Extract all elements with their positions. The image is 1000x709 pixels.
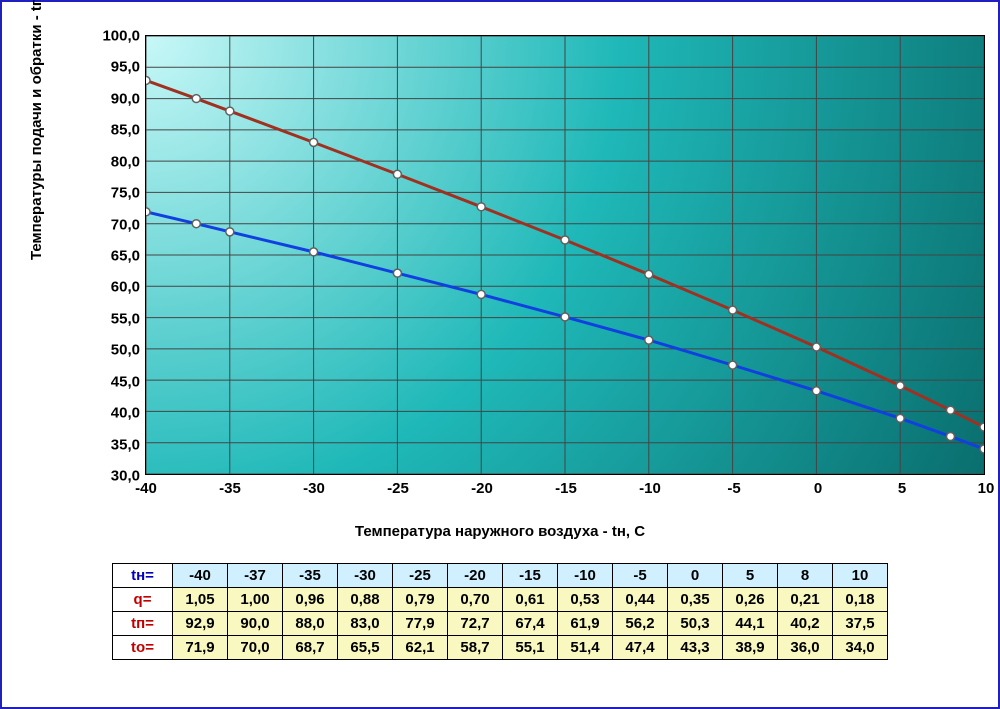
table-cell: 92,9 [173, 612, 228, 636]
table-cell: 38,9 [723, 636, 778, 660]
y-axis-label: Температуры подачи и обратки - tп и tо, … [28, 0, 45, 260]
table-cell: 72,7 [448, 612, 503, 636]
table-cell: 62,1 [393, 636, 448, 660]
table-cell: 10 [833, 564, 888, 588]
table-cell: 83,0 [338, 612, 393, 636]
table-cell: 43,3 [668, 636, 723, 660]
data-table: tн=-40-37-35-30-25-20-15-10-505810q=1,05… [112, 563, 888, 660]
grid [146, 36, 984, 474]
table-cell: -5 [613, 564, 668, 588]
x-tick: -15 [555, 480, 577, 497]
y-tick: 95,0 [111, 59, 140, 76]
y-tick: 100,0 [102, 28, 140, 45]
table-cell: 0,53 [558, 588, 613, 612]
table-cell: 58,7 [448, 636, 503, 660]
table-cell: -20 [448, 564, 503, 588]
table-cell: -15 [503, 564, 558, 588]
table-cell: 50,3 [668, 612, 723, 636]
table-cell: 71,9 [173, 636, 228, 660]
y-tick: 65,0 [111, 248, 140, 265]
x-tick: -25 [387, 480, 409, 497]
table-cell: 36,0 [778, 636, 833, 660]
row-label: tн= [113, 564, 173, 588]
table-cell: 0,88 [338, 588, 393, 612]
row-label: tп= [113, 612, 173, 636]
table-cell: 67,4 [503, 612, 558, 636]
table-cell: 56,2 [613, 612, 668, 636]
plot-box: 30,035,040,045,050,055,060,065,070,075,0… [145, 35, 985, 475]
table-cell: 90,0 [228, 612, 283, 636]
x-tick: 5 [898, 480, 906, 497]
x-tick: -20 [471, 480, 493, 497]
table-row: tо=71,970,068,765,562,158,755,151,447,44… [113, 636, 888, 660]
table-row: q=1,051,000,960,880,790,700,610,530,440,… [113, 588, 888, 612]
y-tick: 45,0 [111, 373, 140, 390]
table-cell: 0,96 [283, 588, 338, 612]
table-cell: 0,35 [668, 588, 723, 612]
table-cell: 0,21 [778, 588, 833, 612]
y-tick: 85,0 [111, 122, 140, 139]
table-cell: 0 [668, 564, 723, 588]
y-tick: 70,0 [111, 216, 140, 233]
table-cell: 1,00 [228, 588, 283, 612]
x-tick: -40 [135, 480, 157, 497]
chart-area: Температуры подачи и обратки - tп и tо, … [10, 10, 990, 555]
y-tick: 90,0 [111, 90, 140, 107]
figure-container: Температуры подачи и обратки - tп и tо, … [0, 0, 1000, 709]
table-cell: 0,18 [833, 588, 888, 612]
table-cell: -25 [393, 564, 448, 588]
y-tick: 40,0 [111, 405, 140, 422]
table-cell: 55,1 [503, 636, 558, 660]
x-tick: 10 [978, 480, 995, 497]
table-cell: -37 [228, 564, 283, 588]
y-tick: 60,0 [111, 279, 140, 296]
table-row: tп=92,990,088,083,077,972,767,461,956,25… [113, 612, 888, 636]
table-cell: -10 [558, 564, 613, 588]
y-tick: 75,0 [111, 185, 140, 202]
table-cell: 5 [723, 564, 778, 588]
x-tick: -5 [727, 480, 740, 497]
table-cell: 70,0 [228, 636, 283, 660]
table-cell: 0,44 [613, 588, 668, 612]
y-tick: 55,0 [111, 310, 140, 327]
table-cell: 0,26 [723, 588, 778, 612]
row-label: q= [113, 588, 173, 612]
table-cell: 44,1 [723, 612, 778, 636]
table-cell: 0,61 [503, 588, 558, 612]
table-cell: 47,4 [613, 636, 668, 660]
table-cell: 68,7 [283, 636, 338, 660]
row-label: tо= [113, 636, 173, 660]
table-cell: 0,79 [393, 588, 448, 612]
plot-svg [146, 36, 984, 474]
x-axis-label: Температура наружного воздуха - tн, С [355, 523, 645, 540]
table-row: tн=-40-37-35-30-25-20-15-10-505810 [113, 564, 888, 588]
table-cell: 34,0 [833, 636, 888, 660]
table-cell: -35 [283, 564, 338, 588]
table-cell: 61,9 [558, 612, 613, 636]
x-tick: 0 [814, 480, 822, 497]
table-cell: -30 [338, 564, 393, 588]
table-cell: 8 [778, 564, 833, 588]
table-cell: -40 [173, 564, 228, 588]
x-tick: -35 [219, 480, 241, 497]
y-tick: 80,0 [111, 153, 140, 170]
x-tick: -30 [303, 480, 325, 497]
table-cell: 1,05 [173, 588, 228, 612]
table-cell: 37,5 [833, 612, 888, 636]
y-tick: 35,0 [111, 436, 140, 453]
table-cell: 51,4 [558, 636, 613, 660]
table-cell: 77,9 [393, 612, 448, 636]
table-cell: 40,2 [778, 612, 833, 636]
y-tick: 50,0 [111, 342, 140, 359]
table-cell: 65,5 [338, 636, 393, 660]
table-cell: 88,0 [283, 612, 338, 636]
x-tick: -10 [639, 480, 661, 497]
table-cell: 0,70 [448, 588, 503, 612]
